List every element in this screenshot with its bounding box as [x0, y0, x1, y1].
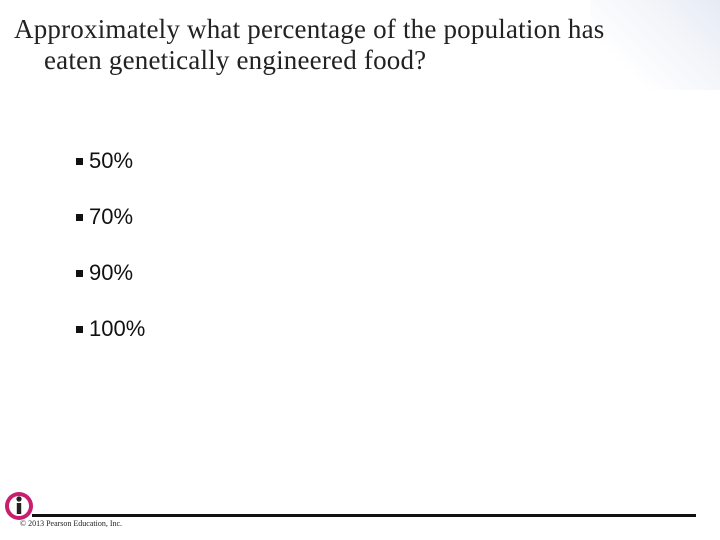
answer-options: 50% 70% 90% 100% — [76, 146, 145, 370]
bullet-icon — [76, 269, 83, 277]
info-i-logo-icon — [5, 492, 33, 520]
option-label: 70% — [89, 204, 134, 229]
title-line-2: eaten genetically engineered food? — [44, 45, 427, 75]
option-50: 50% — [76, 146, 145, 176]
option-70: 70% — [76, 202, 145, 232]
option-90: 90% — [76, 258, 145, 288]
slide-title: Approximately what percentage of the pop… — [14, 14, 714, 76]
copyright-text: © 2013 Pearson Education, Inc. — [20, 519, 123, 528]
title-line-1: Approximately what percentage of the pop… — [14, 14, 605, 44]
bullet-icon — [76, 157, 83, 165]
option-label: 90% — [89, 260, 134, 285]
option-100: 100% — [76, 314, 145, 344]
corner-decoration — [590, 0, 720, 90]
footer-rule — [32, 514, 696, 517]
option-label: 50% — [89, 148, 134, 173]
bullet-icon — [76, 213, 83, 221]
bullet-icon — [76, 325, 83, 333]
option-label: 100% — [89, 316, 146, 341]
